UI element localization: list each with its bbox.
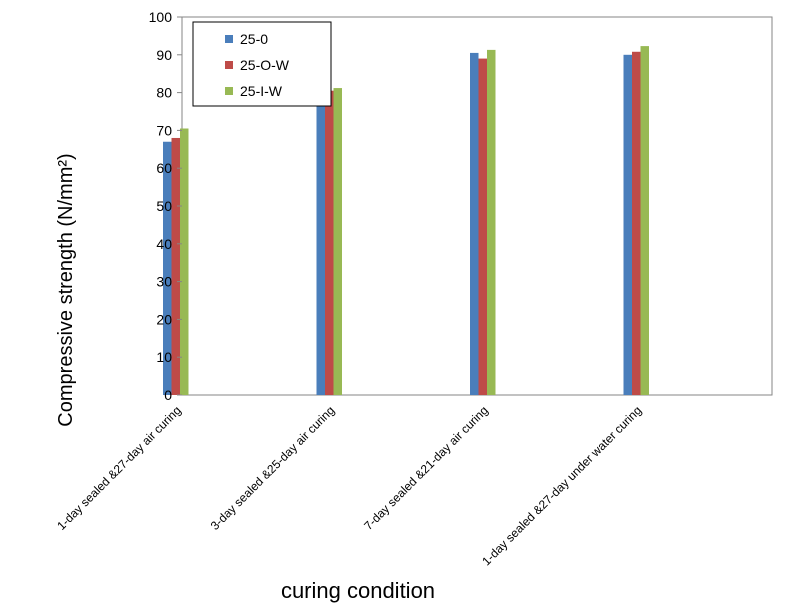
x-category-label: 3-day sealed &25-day air curing: [208, 403, 338, 533]
y-tick-label: 40: [156, 236, 172, 252]
legend-swatch: [225, 61, 233, 69]
x-axis-label: curing condition: [281, 578, 435, 603]
bar-25-I-W-4: [640, 46, 649, 396]
x-category-label: 7-day sealed &21-day air curing: [361, 403, 491, 533]
y-tick-label: 10: [156, 349, 172, 365]
x-category-label: 1-day sealed &27-day under water curing: [479, 403, 644, 568]
bar-25-I-W-2: [333, 88, 342, 396]
bar-25-O-W-2: [325, 90, 334, 396]
legend-label: 25-O-W: [240, 57, 290, 73]
bar-25-I-W-1: [180, 128, 189, 395]
legend-label: 25-0: [240, 31, 268, 47]
y-tick-label: 100: [149, 9, 173, 25]
y-tick-label: 0: [164, 387, 172, 403]
y-tick-label: 20: [156, 311, 172, 327]
bar-25-0-1: [163, 141, 172, 395]
bar-25-O-W-3: [478, 58, 487, 396]
y-tick-label: 70: [156, 122, 172, 138]
y-tick-label: 30: [156, 274, 172, 290]
y-tick-label: 60: [156, 160, 172, 176]
bar-25-O-W-1: [171, 137, 180, 395]
legend-swatch: [225, 35, 233, 43]
y-tick-label: 90: [156, 47, 172, 63]
legend: 25-0 25-O-W 25-I-W: [192, 21, 332, 107]
y-axis-label: Compressive strength (N/mm²): [55, 153, 77, 426]
x-axis-categories: 1-day sealed &27-day air curing 3-day sea…: [54, 403, 644, 568]
bar-25-0-2: [316, 85, 325, 395]
y-tick-label: 50: [156, 198, 172, 214]
legend-swatch: [225, 87, 233, 95]
legend-label: 25-I-W: [240, 83, 283, 99]
bar-25-O-W-4: [632, 51, 641, 395]
bar-25-0-4: [623, 54, 632, 396]
bars: [163, 46, 649, 396]
bar-25-0-3: [470, 52, 479, 395]
y-axis-ticks: 0 10 20 30 40 50 60 70 80 90 100: [149, 9, 182, 403]
y-tick-label: 80: [156, 85, 172, 101]
bar-25-I-W-3: [487, 49, 496, 396]
legend-box: [192, 21, 332, 107]
